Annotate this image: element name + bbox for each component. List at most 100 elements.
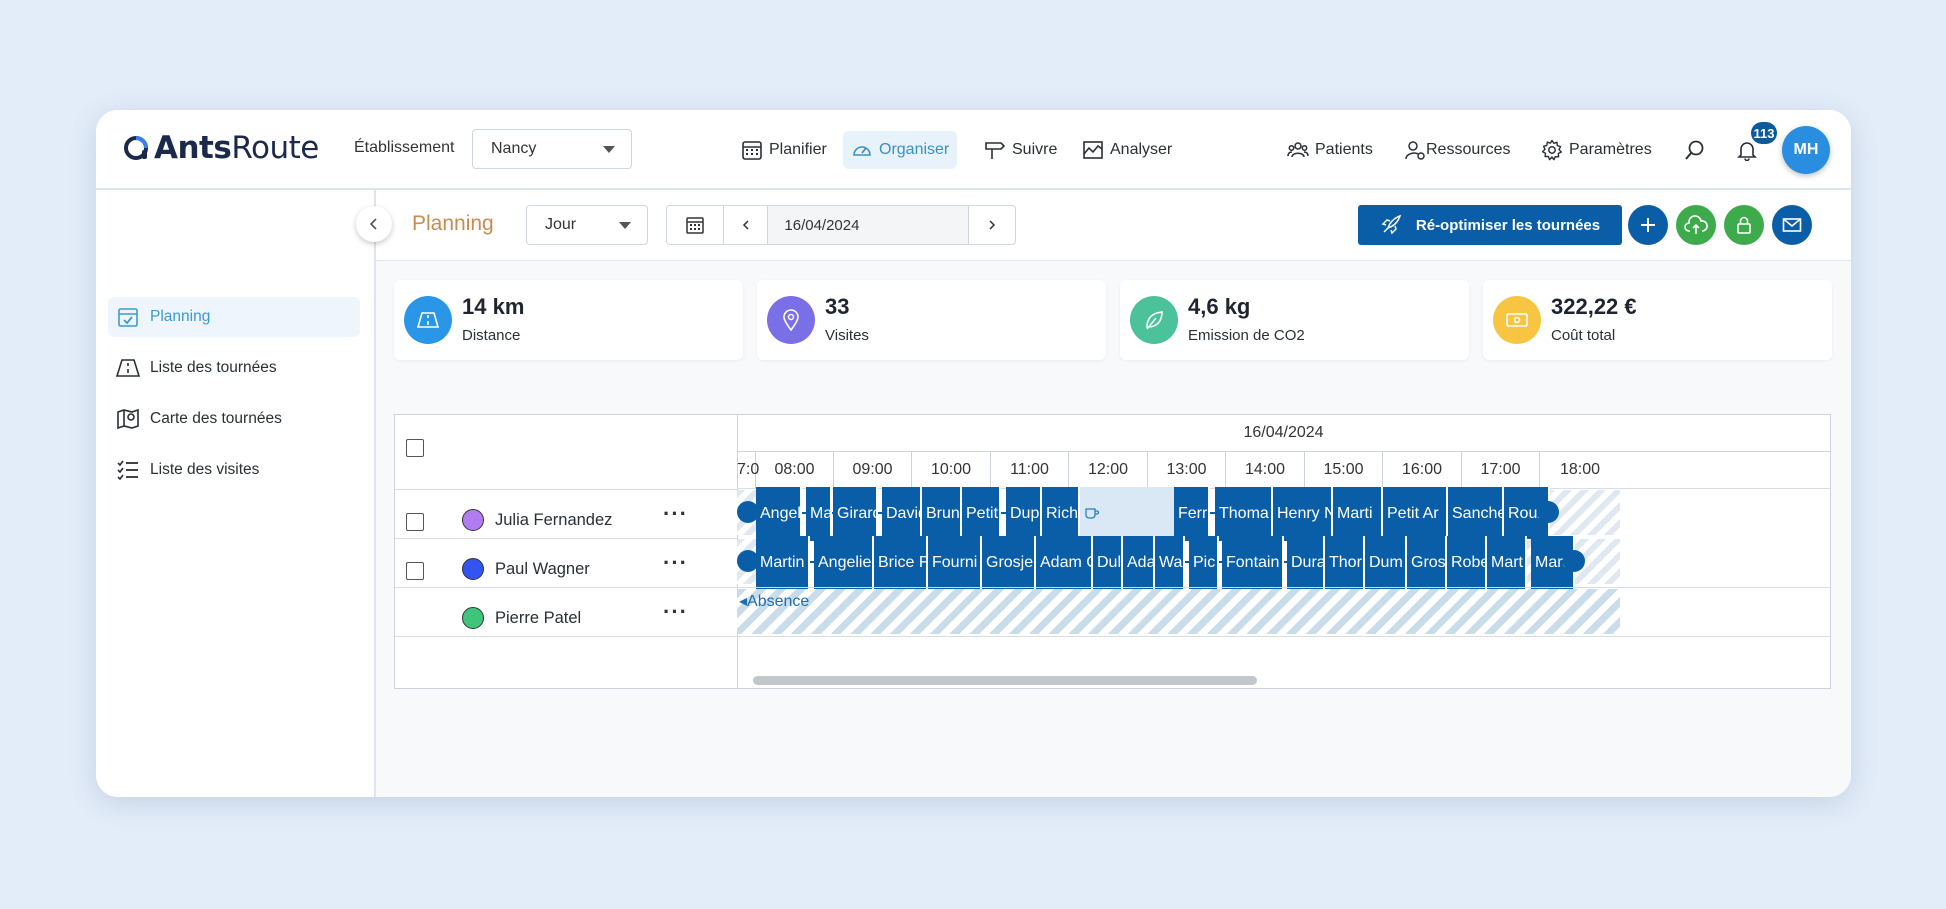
- hour-label: 09:00: [834, 452, 912, 488]
- sidebar-item-liste-tournees[interactable]: Liste des tournées: [108, 348, 360, 388]
- visit-block[interactable]: Thoma: [1215, 487, 1273, 541]
- chevron-down-icon: [603, 146, 615, 153]
- nav-planifier[interactable]: Planifier: [733, 131, 835, 169]
- visit-block[interactable]: Adam C: [1036, 536, 1093, 590]
- previous-day-button[interactable]: [724, 206, 769, 244]
- add-button[interactable]: [1628, 205, 1668, 245]
- visit-block[interactable]: Dum: [1365, 536, 1407, 590]
- user-avatar[interactable]: MH: [1782, 126, 1830, 174]
- kpi-icon-bg: [404, 296, 452, 344]
- visit-block[interactable]: Robe: [1447, 536, 1487, 590]
- visit-block[interactable]: Petit Ar: [1383, 487, 1448, 541]
- search-button[interactable]: [1676, 131, 1714, 169]
- visit-block[interactable]: Mart: [1487, 536, 1527, 590]
- nav-organiser[interactable]: Organiser: [843, 131, 958, 169]
- nav-parametres[interactable]: Paramètres: [1533, 131, 1660, 169]
- row-divider: [737, 587, 1830, 588]
- route-start-marker[interactable]: [737, 550, 759, 572]
- nav-analyser[interactable]: Analyser: [1074, 131, 1180, 169]
- visit-block[interactable]: Angelie: [814, 536, 874, 590]
- road-icon: [416, 312, 440, 328]
- nav-suivre[interactable]: Suivre: [976, 131, 1065, 169]
- resource-color-dot: [462, 509, 484, 531]
- nav-suivre-label: Suivre: [1012, 141, 1058, 158]
- money-icon: [1506, 313, 1528, 327]
- visit-block[interactable]: Henry N: [1273, 487, 1333, 541]
- resource-color-dot: [462, 558, 484, 580]
- resource-menu-button[interactable]: ···: [663, 599, 688, 624]
- visit-block[interactable]: Martin: [756, 536, 810, 590]
- visit-block[interactable]: Sanche: [1448, 487, 1504, 541]
- hour-label: 7:0: [737, 452, 759, 488]
- sidebar-collapse-button[interactable]: [356, 206, 392, 242]
- chevron-left-icon: [369, 218, 377, 230]
- hour-label: 14:00: [1226, 452, 1305, 488]
- visit-block[interactable]: Dup: [1006, 487, 1042, 541]
- rocket-icon: [1381, 214, 1402, 235]
- kpi-label: Visites: [825, 327, 869, 344]
- horizontal-scrollbar[interactable]: [753, 676, 1257, 685]
- app-window: AntsRoute Établissement Nancy Planifier …: [96, 110, 1851, 797]
- sidebar-item-liste-visites[interactable]: Liste des visites: [108, 450, 360, 490]
- visit-block[interactable]: Rich: [1042, 487, 1080, 541]
- visit-block[interactable]: Marti: [1333, 487, 1383, 541]
- view-mode-value: Jour: [545, 216, 577, 233]
- visit-block[interactable]: Brun: [922, 487, 962, 541]
- row-divider: [395, 587, 737, 588]
- route-start-marker[interactable]: [737, 501, 759, 523]
- lock-button[interactable]: [1724, 205, 1764, 245]
- kpi-label: Emission de CO2: [1188, 327, 1305, 344]
- hour-label: 12:00: [1069, 452, 1148, 488]
- view-mode-select[interactable]: Jour: [526, 205, 648, 245]
- visit-block[interactable]: Grosje: [982, 536, 1036, 590]
- cloud-upload-button[interactable]: [1676, 205, 1716, 245]
- visit-block[interactable]: Fontain: [1222, 536, 1284, 590]
- route-end-marker[interactable]: [1537, 501, 1559, 523]
- visit-block[interactable]: Pic: [1189, 536, 1219, 590]
- visit-block[interactable]: Ma: [806, 487, 832, 541]
- visit-block[interactable]: Dura: [1287, 536, 1325, 590]
- nav-ressources[interactable]: Ressources: [1396, 131, 1518, 169]
- app-logo[interactable]: AntsRoute: [122, 128, 319, 168]
- reoptimize-button[interactable]: Ré-optimiser les tournées: [1358, 205, 1622, 245]
- page-title: Planning: [412, 212, 494, 235]
- calendar-picker-button[interactable]: [667, 206, 724, 244]
- visit-block[interactable]: Girard: [833, 487, 878, 541]
- visit-block[interactable]: David: [882, 487, 922, 541]
- resource-menu-button[interactable]: ···: [663, 550, 688, 575]
- row-checkbox[interactable]: [406, 562, 424, 580]
- visit-block[interactable]: Gros: [1407, 536, 1447, 590]
- visit-block[interactable]: Angeli: [756, 487, 802, 541]
- absence-area[interactable]: [737, 589, 1620, 634]
- visit-block[interactable]: Ada: [1123, 536, 1155, 590]
- visit-block[interactable]: Ferr: [1174, 487, 1210, 541]
- kpi-label: Distance: [462, 327, 521, 344]
- visit-block[interactable]: Wa: [1155, 536, 1185, 590]
- kpi-value: 322,22 €: [1551, 294, 1637, 319]
- sidebar-item-label: Carte des tournées: [150, 410, 282, 427]
- nav-planifier-label: Planifier: [769, 141, 827, 158]
- mail-button[interactable]: [1772, 205, 1812, 245]
- visit-block[interactable]: Thor: [1325, 536, 1365, 590]
- mail-icon: [1782, 218, 1802, 232]
- nav-organiser-label: Organiser: [879, 141, 950, 158]
- route-end-marker[interactable]: [1563, 550, 1585, 572]
- user-gear-icon: [1405, 141, 1425, 160]
- sidebar-item-carte-tournees[interactable]: Carte des tournées: [108, 399, 360, 439]
- visit-block[interactable]: Petit: [962, 487, 1001, 541]
- nav-patients[interactable]: Patients: [1279, 131, 1381, 169]
- notification-badge: 113: [1751, 122, 1777, 144]
- break-block[interactable]: [1080, 487, 1174, 541]
- establishment-select[interactable]: Nancy: [472, 129, 632, 169]
- next-day-button[interactable]: [969, 206, 1015, 244]
- visit-block[interactable]: Dul: [1093, 536, 1123, 590]
- row-checkbox[interactable]: [406, 513, 424, 531]
- date-display[interactable]: 16/04/2024: [768, 206, 970, 244]
- planning-toolbar: Planning Jour 16/04/2024: [376, 190, 1851, 261]
- visit-block[interactable]: Fourni: [928, 536, 982, 590]
- resource-menu-button[interactable]: ···: [663, 501, 688, 526]
- notifications-button[interactable]: [1728, 131, 1766, 169]
- select-all-checkbox[interactable]: [406, 439, 424, 457]
- visit-block[interactable]: Brice F: [874, 536, 928, 590]
- sidebar-item-planning[interactable]: Planning: [108, 297, 360, 337]
